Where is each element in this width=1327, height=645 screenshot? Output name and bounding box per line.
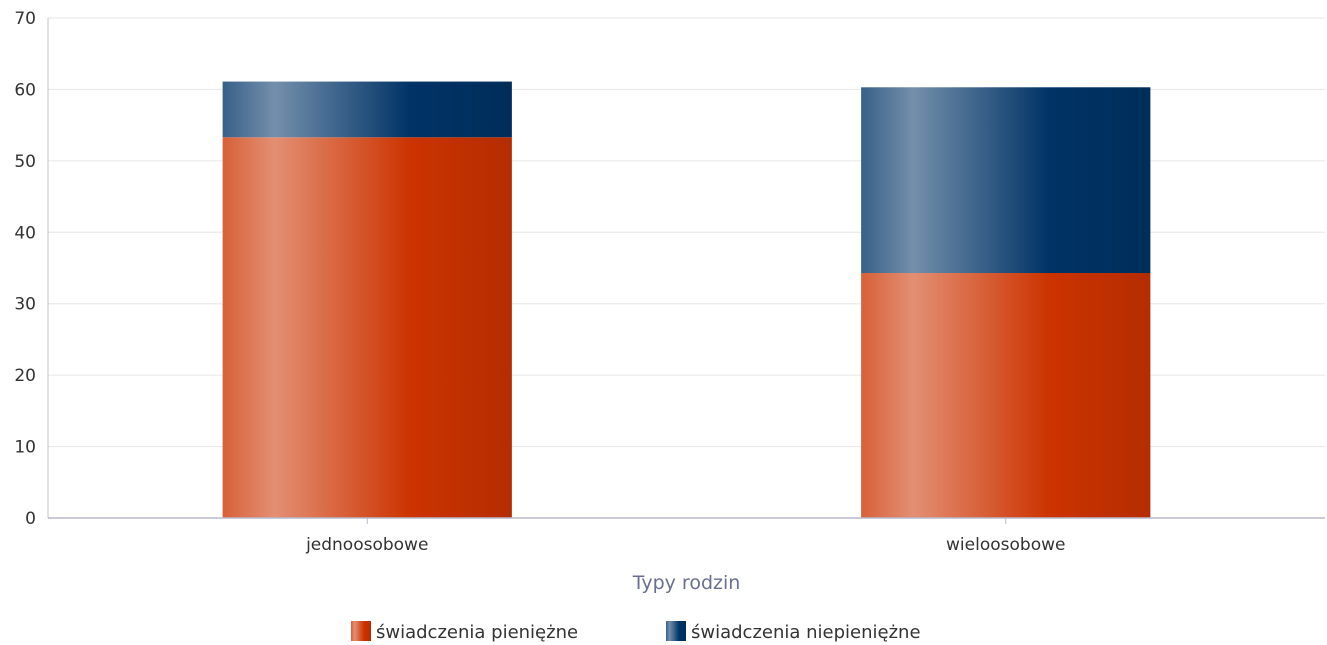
y-tick-label: 0: [25, 509, 36, 529]
y-tick-label: 40: [14, 223, 36, 243]
y-tick-label: 10: [14, 438, 36, 458]
bar-swiadczenia-pieniezne-jednoosobowe[interactable]: [222, 137, 512, 519]
legend-label: świadczenia niepieniężne: [691, 622, 921, 643]
y-tick-label: 60: [14, 80, 36, 100]
bar-swiadczenia-niepieniezne-jednoosobowe[interactable]: [222, 81, 512, 138]
axes: 0 10 20 30 40 50 60 70 jednoosobowe wieloosobowe T…: [14, 9, 1325, 594]
y-tick-label: 20: [14, 366, 36, 386]
legend: świadczenia pieniężne świadczenia niepien…: [351, 621, 921, 643]
y-tick-label: 30: [14, 295, 36, 315]
x-category-label: jednoosobowe: [305, 535, 428, 555]
legend-swatch: [351, 621, 371, 641]
legend-item[interactable]: świadczenia pieniężne: [351, 621, 578, 643]
legend-swatch: [666, 621, 686, 641]
bar-swiadczenia-pieniezne-wieloosobowe[interactable]: [861, 273, 1151, 518]
bar-swiadczenia-niepieniezne-wieloosobowe[interactable]: [861, 87, 1151, 274]
legend-label: świadczenia pieniężne: [376, 622, 578, 643]
legend-item[interactable]: świadczenia niepieniężne: [666, 621, 921, 643]
y-tick-label: 50: [14, 152, 36, 172]
y-tick-label: 70: [14, 9, 36, 29]
x-axis-title: Typy rodzin: [632, 572, 741, 594]
bars: [222, 81, 1151, 519]
x-category-label: wieloosobowe: [946, 535, 1065, 555]
